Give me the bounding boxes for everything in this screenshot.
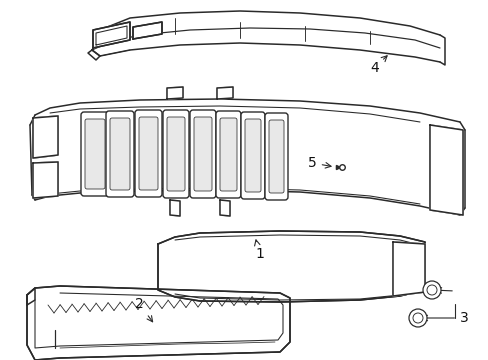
FancyBboxPatch shape bbox=[190, 110, 216, 198]
Polygon shape bbox=[217, 87, 232, 99]
FancyBboxPatch shape bbox=[135, 110, 162, 197]
Circle shape bbox=[412, 313, 422, 323]
Polygon shape bbox=[220, 200, 229, 216]
FancyBboxPatch shape bbox=[220, 118, 237, 191]
FancyBboxPatch shape bbox=[81, 112, 109, 196]
Text: 3: 3 bbox=[421, 311, 468, 325]
Polygon shape bbox=[92, 28, 439, 62]
Circle shape bbox=[422, 281, 440, 299]
FancyBboxPatch shape bbox=[268, 120, 284, 193]
Polygon shape bbox=[429, 125, 462, 215]
Polygon shape bbox=[33, 116, 58, 158]
Polygon shape bbox=[92, 11, 439, 50]
Polygon shape bbox=[93, 22, 130, 48]
Circle shape bbox=[408, 309, 426, 327]
Text: 4: 4 bbox=[369, 56, 386, 75]
Polygon shape bbox=[392, 242, 424, 296]
FancyBboxPatch shape bbox=[85, 119, 105, 189]
FancyBboxPatch shape bbox=[194, 117, 212, 191]
Polygon shape bbox=[35, 99, 459, 215]
FancyBboxPatch shape bbox=[264, 113, 287, 200]
FancyBboxPatch shape bbox=[167, 117, 184, 191]
Polygon shape bbox=[27, 286, 289, 360]
FancyBboxPatch shape bbox=[110, 118, 130, 190]
Circle shape bbox=[426, 285, 436, 295]
FancyBboxPatch shape bbox=[139, 117, 158, 190]
Polygon shape bbox=[133, 22, 162, 39]
Polygon shape bbox=[33, 162, 58, 198]
Text: 5: 5 bbox=[307, 156, 330, 170]
FancyBboxPatch shape bbox=[244, 119, 261, 192]
Text: 1: 1 bbox=[254, 240, 264, 261]
FancyBboxPatch shape bbox=[241, 112, 264, 199]
Text: 2: 2 bbox=[135, 297, 152, 322]
FancyBboxPatch shape bbox=[106, 111, 134, 197]
Polygon shape bbox=[167, 87, 183, 99]
FancyBboxPatch shape bbox=[163, 110, 189, 198]
Polygon shape bbox=[170, 200, 180, 216]
Polygon shape bbox=[158, 231, 424, 302]
FancyBboxPatch shape bbox=[216, 111, 241, 198]
